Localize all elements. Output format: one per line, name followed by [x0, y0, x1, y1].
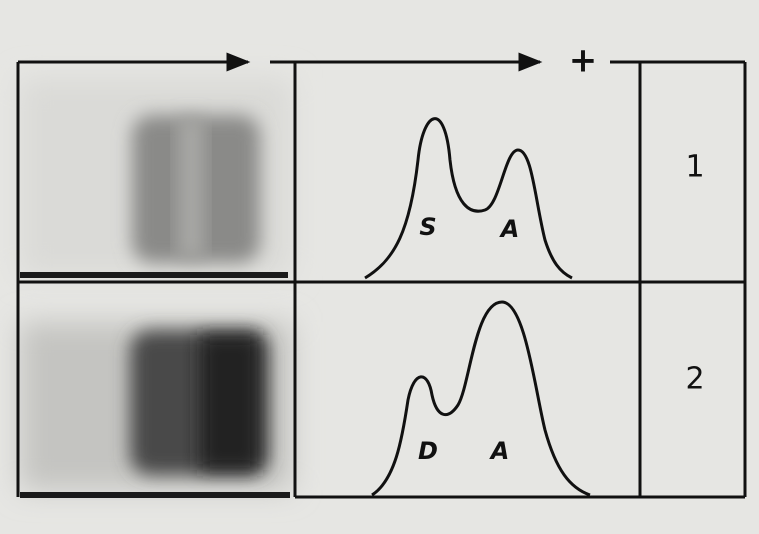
row-number: 2	[685, 362, 704, 397]
page: + S A 1 D A 2 (() => { const data = JSON…	[0, 0, 759, 534]
gel-band-dark	[200, 335, 260, 470]
row-number: 1	[685, 150, 704, 185]
peak-label: A	[499, 215, 520, 243]
gel-strip-2	[20, 322, 292, 498]
gel-baseline	[20, 492, 290, 498]
peak-label: D	[418, 437, 438, 465]
gel-strip-1	[20, 78, 292, 278]
figure: + S A 1 D A 2	[0, 0, 759, 534]
polarity-sign: +	[569, 41, 598, 81]
gel-baseline	[20, 272, 288, 278]
gel-band-gap	[178, 118, 204, 258]
peak-label: A	[489, 437, 510, 465]
peak-label: S	[419, 213, 436, 241]
